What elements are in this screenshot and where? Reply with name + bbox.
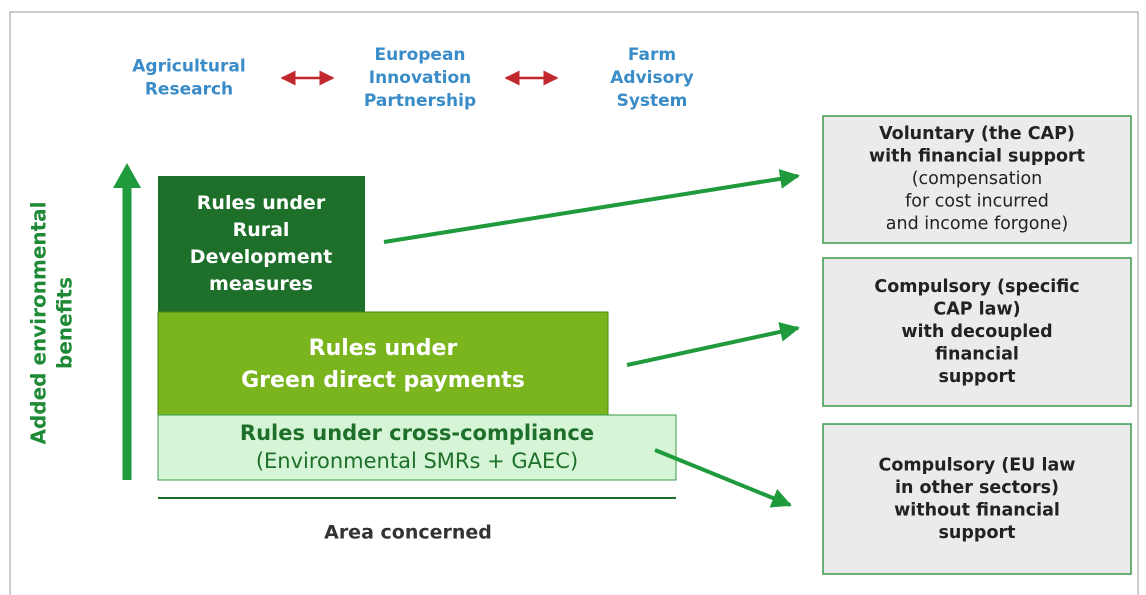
outcome-text: financial [935, 345, 1019, 365]
outcome-box [822, 115, 1132, 244]
level-text: Rules under [309, 336, 458, 361]
outcome-box [822, 257, 1132, 407]
top-label: System [617, 91, 688, 111]
top-label: Advisory [610, 68, 694, 88]
level-text: (Environmental SMRs + GAEC) [256, 449, 578, 473]
outcome-text: (compensation [912, 169, 1043, 189]
arrow [383, 168, 800, 244]
top-label: Innovation [369, 68, 472, 88]
frame [9, 11, 1139, 595]
outcome-text: support [939, 367, 1016, 387]
arrow [626, 322, 800, 367]
top-label: Partnership [364, 91, 476, 111]
top-label: Agricultural [132, 57, 245, 77]
outcome-box [822, 423, 1132, 575]
top-label: Farm [628, 45, 676, 65]
outcome-text: with financial support [869, 147, 1085, 167]
outcome-text: for cost incurred [905, 192, 1049, 212]
level-box [158, 176, 365, 312]
level-text: Rules under cross-compliance [240, 421, 594, 445]
level-text: Green direct payments [241, 368, 525, 393]
axis-label: Added environmental [27, 201, 51, 444]
outcome-text: Voluntary (the CAP) [879, 124, 1075, 144]
axis-label-group: Added environmental benefits [27, 201, 77, 444]
outcome-text: Compulsory (EU law [879, 455, 1076, 475]
level-text: Rules under [197, 192, 326, 214]
outcome-text: without financial [894, 500, 1060, 520]
level-text: Development [190, 246, 332, 268]
outcome-text: CAP law) [933, 300, 1020, 320]
top-label: Research [145, 80, 233, 100]
outcome-text: support [939, 523, 1016, 543]
top-label: European [374, 45, 465, 65]
level-text: measures [209, 273, 313, 295]
level-text: Rural [233, 219, 290, 241]
axis-label: benefits [53, 277, 77, 369]
up-arrow-head [113, 163, 141, 188]
outcome-text: Compulsory (specific [874, 277, 1079, 297]
level-box [157, 414, 677, 481]
level-box [157, 311, 609, 416]
outcome-text: in other sectors) [895, 478, 1059, 498]
outcome-text: and income forgone) [886, 214, 1068, 234]
arrow [654, 448, 792, 508]
outcome-text: with decoupled [901, 322, 1052, 342]
x-axis-label: Area concerned [324, 522, 492, 544]
